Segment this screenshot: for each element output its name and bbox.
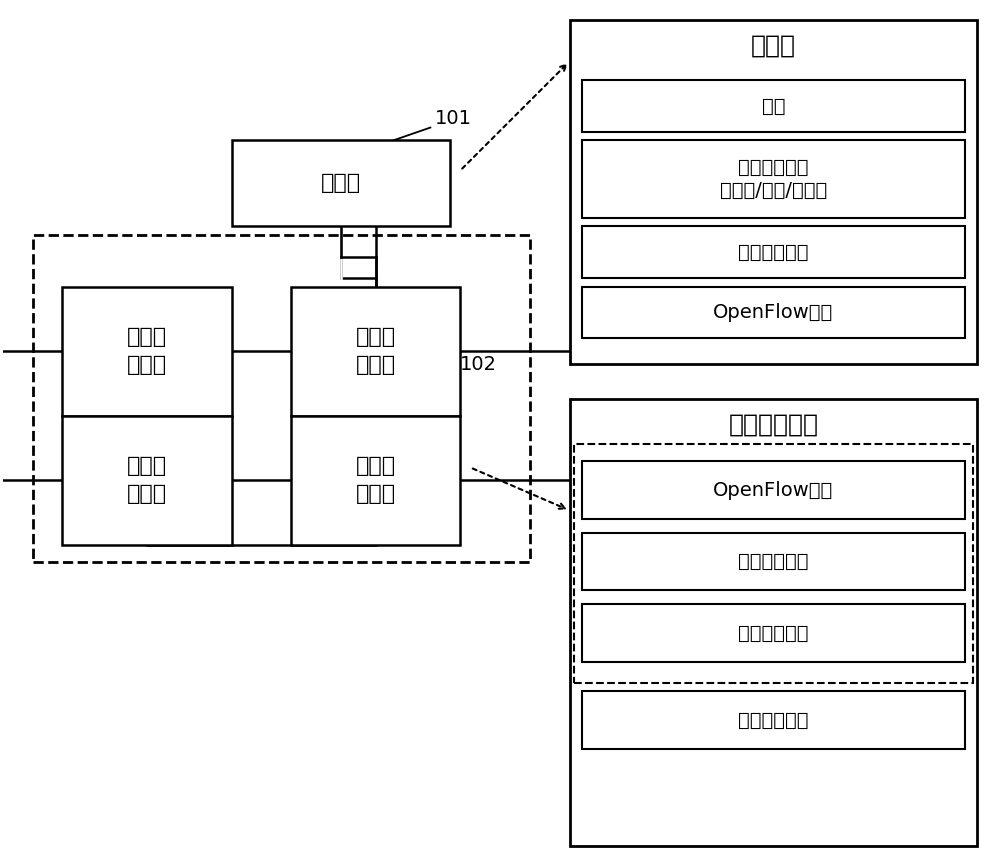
- Bar: [582, 691, 965, 749]
- Text: 101: 101: [435, 109, 472, 128]
- Text: 网络转
发设备: 网络转 发设备: [356, 456, 396, 504]
- Bar: [291, 287, 460, 416]
- Text: OpenFlow协议: OpenFlow协议: [713, 303, 834, 322]
- Bar: [582, 227, 965, 278]
- Text: 控制器: 控制器: [751, 34, 796, 58]
- Bar: [62, 287, 232, 416]
- Bar: [62, 416, 232, 545]
- Text: 网络转
发设备: 网络转 发设备: [127, 327, 167, 375]
- Bar: [582, 604, 965, 662]
- Text: 102: 102: [460, 355, 497, 373]
- Text: 网络转发设备: 网络转发设备: [728, 412, 818, 436]
- Text: 网络转
发设备: 网络转 发设备: [356, 327, 396, 375]
- Bar: [582, 81, 965, 132]
- Text: 设备流表管理: 设备流表管理: [738, 242, 809, 262]
- Text: OpenFlow代理: OpenFlow代理: [713, 481, 834, 500]
- Text: 网络资源管理
（拓扑/设备/主机）: 网络资源管理 （拓扑/设备/主机）: [720, 158, 827, 200]
- Bar: [570, 398, 977, 846]
- Bar: [582, 287, 965, 339]
- Bar: [33, 235, 530, 562]
- Text: 流表组表管理: 流表组表管理: [738, 553, 809, 572]
- Bar: [232, 140, 450, 227]
- Text: 控制器: 控制器: [321, 173, 361, 193]
- Bar: [582, 462, 965, 519]
- Bar: [574, 444, 973, 682]
- Bar: [582, 140, 965, 218]
- Bar: [570, 20, 977, 365]
- Text: 应用: 应用: [762, 96, 785, 115]
- Text: 网络转
发设备: 网络转 发设备: [127, 456, 167, 504]
- Bar: [291, 416, 460, 545]
- Text: 转发执行单元: 转发执行单元: [738, 710, 809, 729]
- Bar: [582, 533, 965, 591]
- Text: 流表组表存储: 流表组表存储: [738, 624, 809, 643]
